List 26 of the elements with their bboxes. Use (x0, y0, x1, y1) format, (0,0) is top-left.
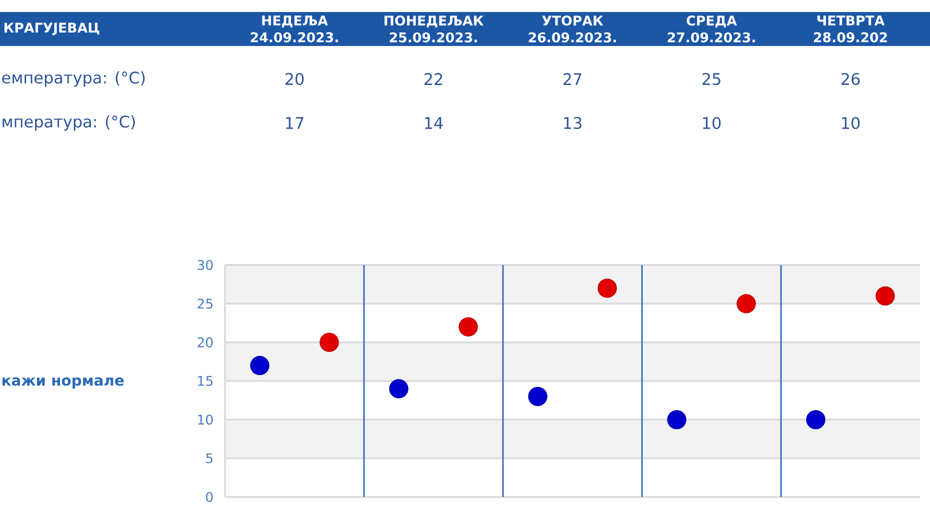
data-label: 13 (564, 116, 582, 130)
data-label: 10 (703, 116, 721, 130)
data-label: 27 (564, 73, 582, 85)
data-label: 25 (702, 72, 720, 86)
text: КРАГУЈЕВАЦ (4, 22, 100, 36)
y-tick-label: 30 (198, 260, 213, 270)
text: НЕДЕЉА 24.09.2023. (250, 16, 338, 42)
y-tick-label: 0 (206, 492, 213, 502)
y-tick-label: 20 (198, 337, 213, 348)
text: емпература: (°C) (2, 71, 145, 87)
text: кажи нормале (2, 377, 124, 389)
text: ЧЕТВРТА 28.09.202 (814, 16, 887, 42)
data-label: 20 (286, 72, 304, 86)
data-label: 26 (842, 72, 860, 86)
y-tick-label: 5 (206, 453, 212, 464)
data-label: 14 (425, 117, 443, 129)
y-tick-label: 15 (198, 376, 212, 386)
y-tick-label: 25 (198, 298, 212, 309)
data-label: 10 (842, 116, 860, 130)
data-label: 17 (286, 117, 304, 129)
text: мпература: (°C) (2, 115, 135, 131)
data-label: 22 (424, 73, 442, 85)
text: ПОНЕДЕЉАК 25.09.2023. (384, 16, 484, 42)
text: УТОРАК 26.09.2023. (528, 16, 616, 42)
text: СРЕДА 27.09.2023. (668, 16, 755, 42)
y-tick-label: 10 (198, 414, 213, 425)
